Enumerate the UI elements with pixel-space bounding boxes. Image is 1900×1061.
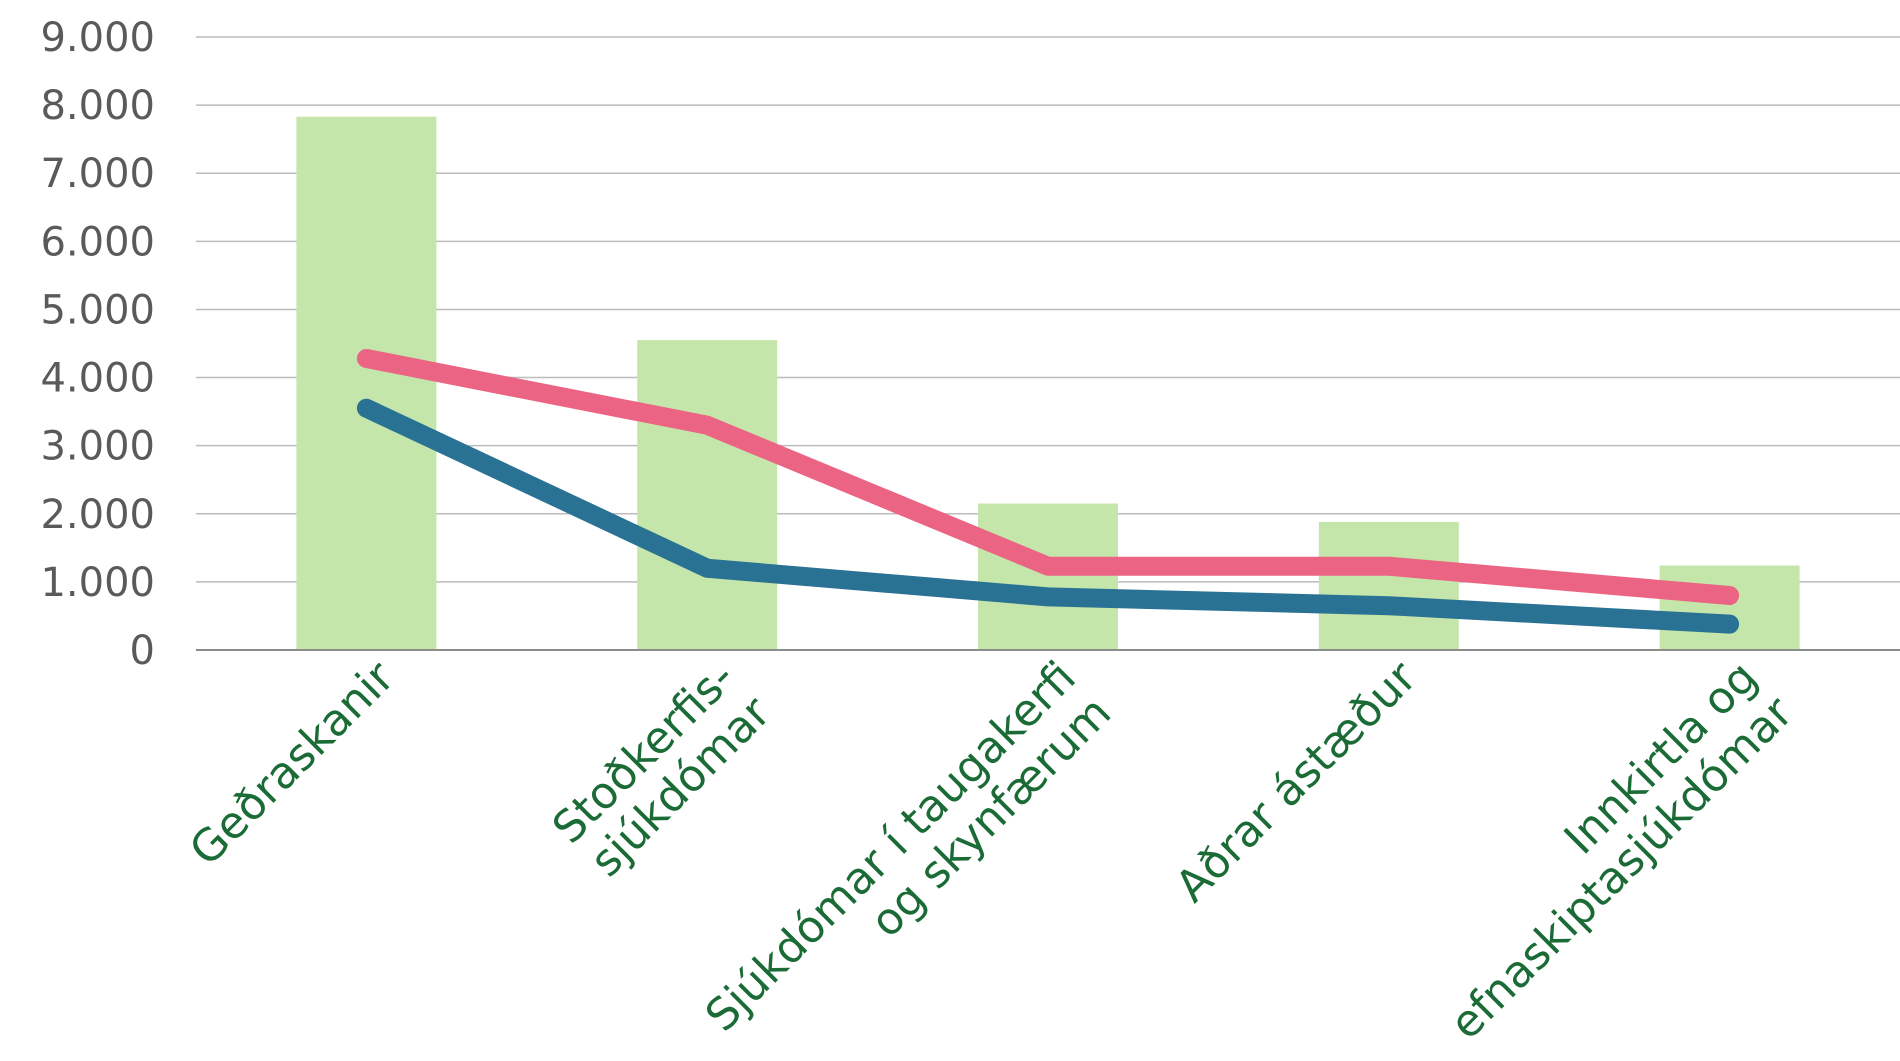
gridlines xyxy=(196,36,1900,583)
x-tick-label-line: efnaskiptasjúkdómar xyxy=(1440,686,1803,1049)
y-tick-label: 6.000 xyxy=(40,219,155,265)
x-tick-label-line: Geðraskanir xyxy=(180,651,405,876)
x-tick-label: Aðrar ástæður xyxy=(1166,651,1427,912)
y-tick-label: 7.000 xyxy=(40,151,155,197)
x-tick-label-line: Aðrar ástæður xyxy=(1166,651,1427,912)
y-tick-label: 9.000 xyxy=(40,15,155,61)
y-tick-label: 5.000 xyxy=(40,287,155,333)
bar xyxy=(1659,565,1800,650)
y-tick-label: 3.000 xyxy=(40,424,155,470)
series-line-1 xyxy=(356,348,1740,606)
y-tick-label: 4.000 xyxy=(40,356,155,402)
bar xyxy=(637,340,778,650)
y-tick-label: 2.000 xyxy=(40,492,155,538)
y-axis-tick-labels: 0 1.000 2.000 3.000 4.000 5.000 6.000 7.000 8.00… xyxy=(40,15,155,674)
x-tick-label: Innkirtla ogefnaskiptasjúkdómar xyxy=(1405,651,1803,1049)
series-line-2 xyxy=(356,398,1740,634)
x-tick-label: Stoðkerfis-sjúkdómar xyxy=(543,651,781,889)
bar-series xyxy=(296,116,1800,650)
y-tick-label: 1.000 xyxy=(40,560,155,606)
bar xyxy=(296,116,437,650)
y-tick-label: 8.000 xyxy=(40,83,155,129)
y-tick-label: 0 xyxy=(130,628,155,674)
bar xyxy=(978,503,1118,650)
bar xyxy=(1318,521,1459,650)
line-series xyxy=(356,348,1740,634)
x-tick-label: Geðraskanir xyxy=(180,651,405,876)
x-axis-category-labels: Geðraskanir Stoðkerfis-sjúkdómarSjúkdómar… xyxy=(180,651,1803,1049)
